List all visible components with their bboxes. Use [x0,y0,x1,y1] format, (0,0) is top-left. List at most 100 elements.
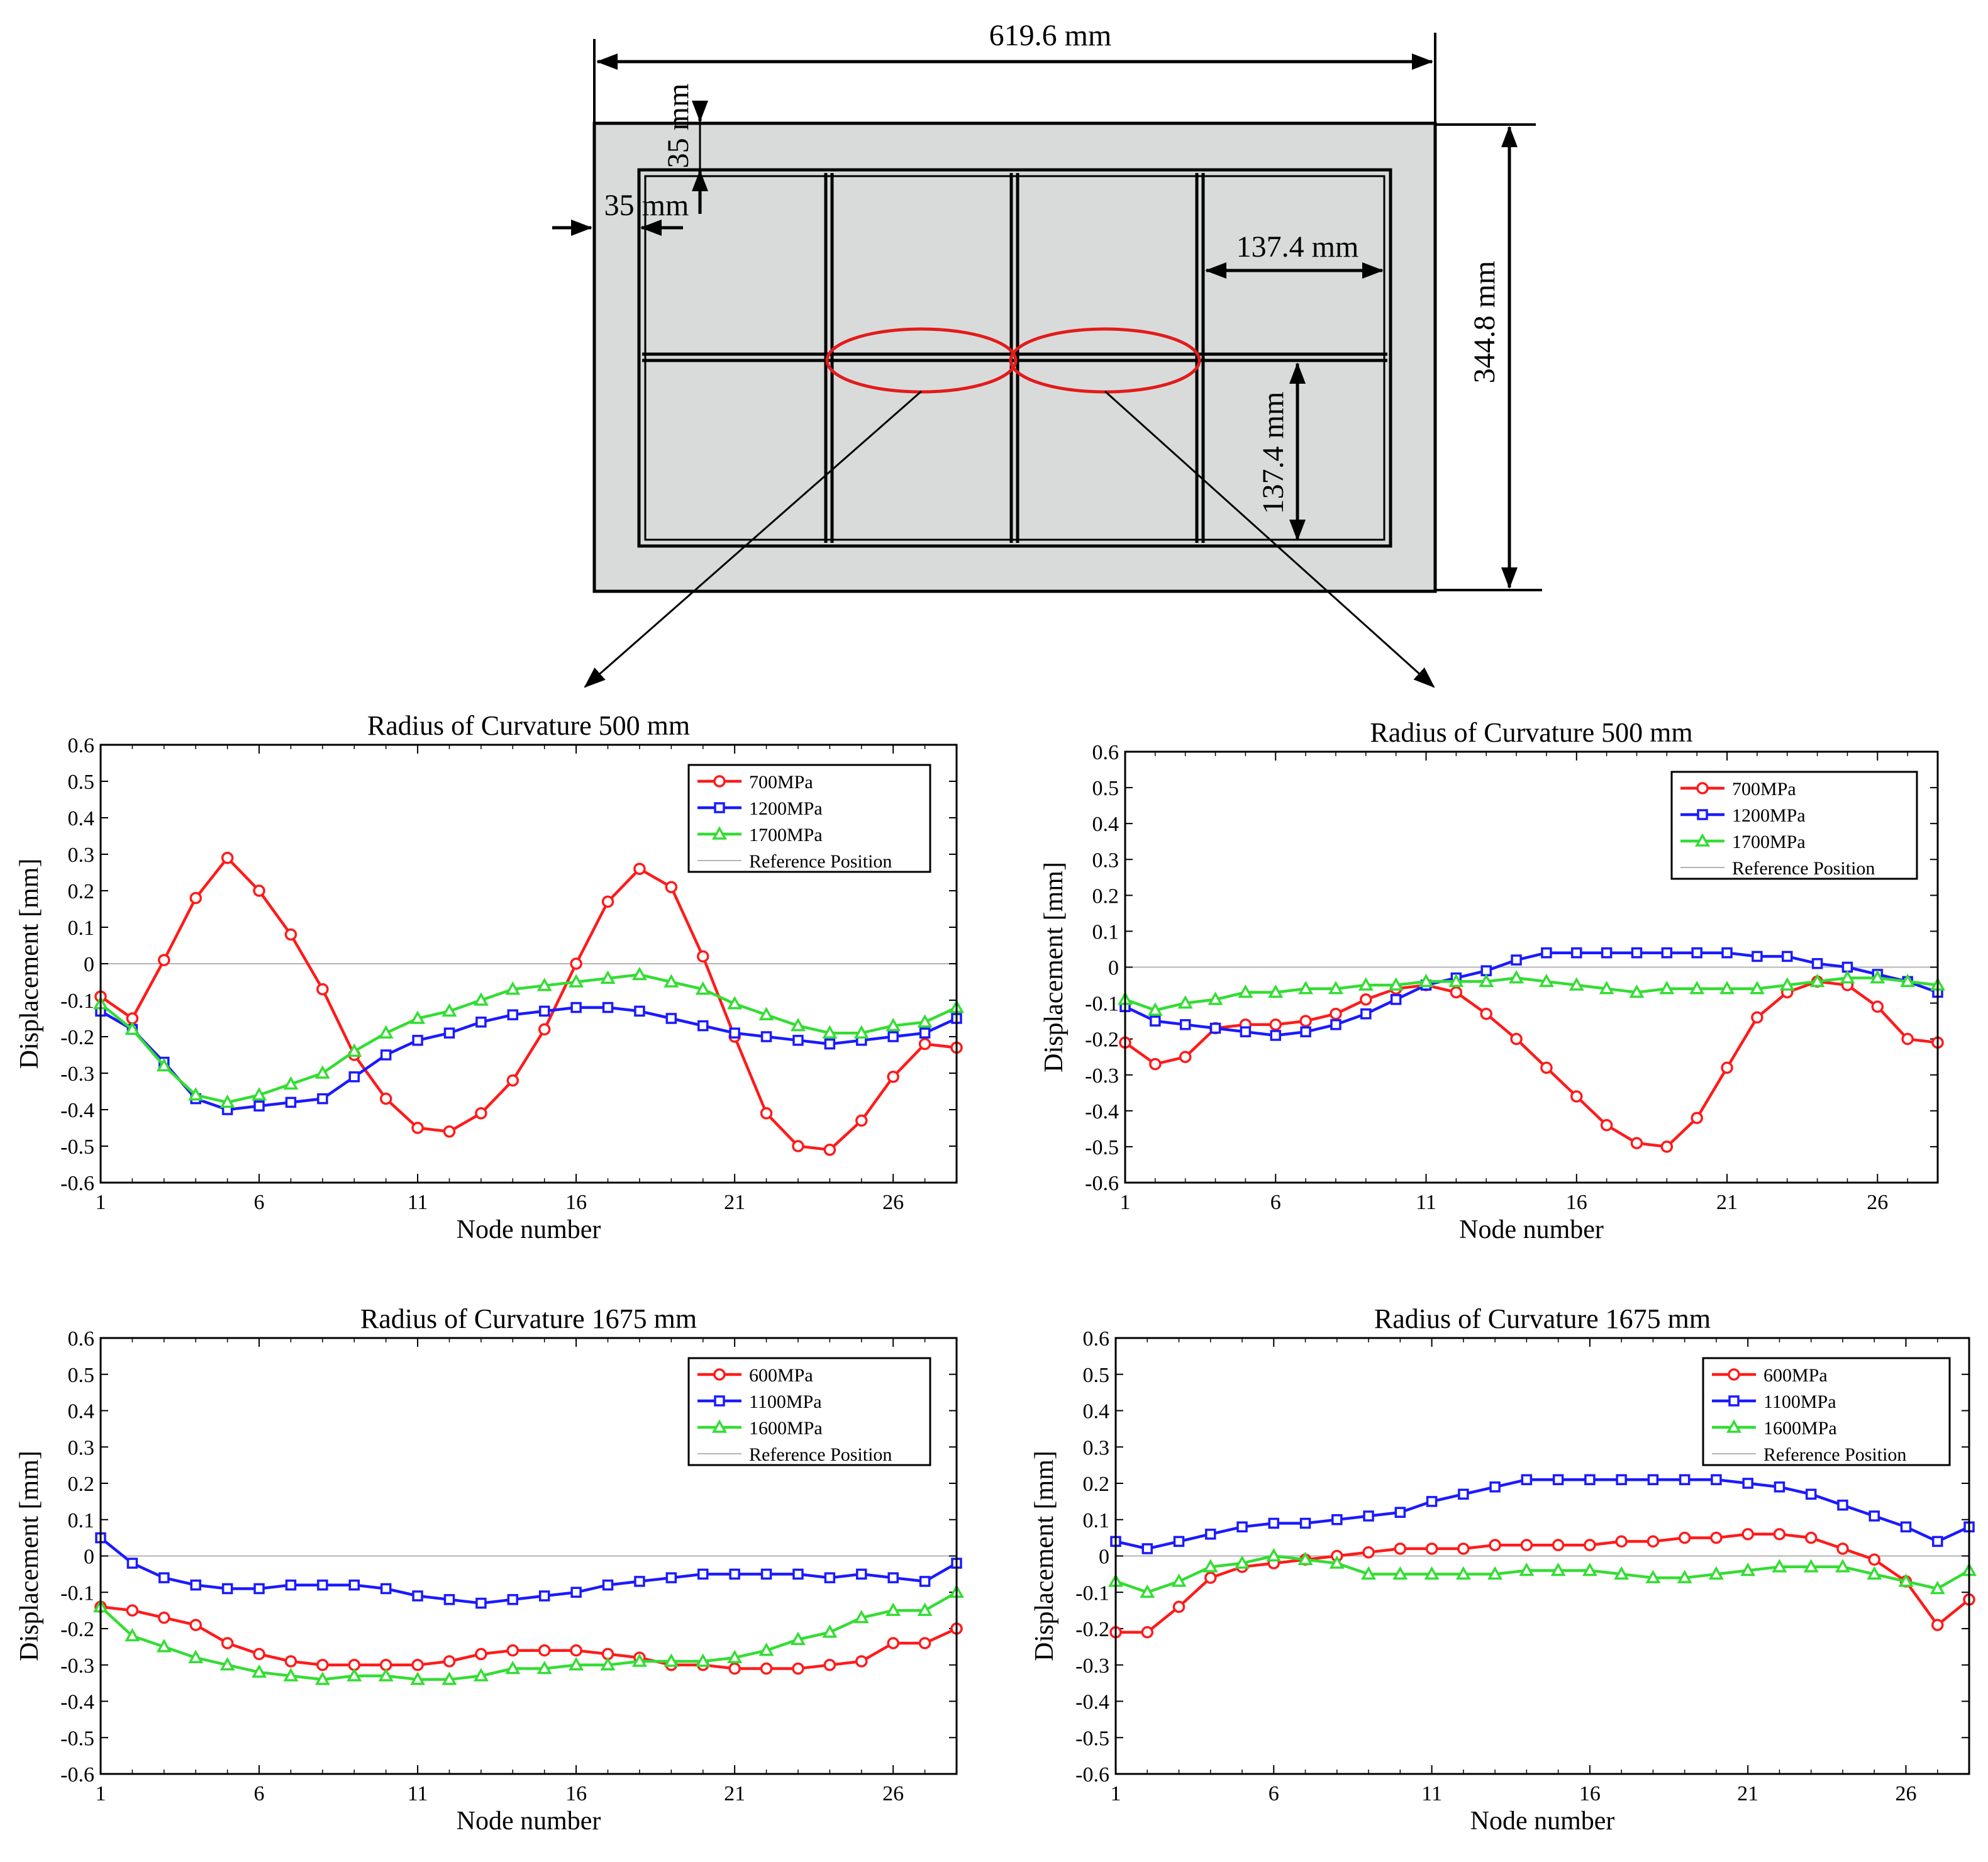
legend-marker [1728,1395,1740,1407]
data-point-1100MPa [1774,1481,1785,1493]
panel-bottom-left: 0.6 0.5 0.4 0.3 0.2 0.1 0 -0.1 -0.2 -0.3 -0.4 -0.5 -… [15,1303,964,1836]
data-point-600MPa [887,1637,899,1649]
y-tick-label: 0 [1108,957,1119,980]
legend-marker [1697,809,1708,820]
data-point-1700MPa [1809,973,1825,988]
data-point-1200MPa [1150,1015,1161,1027]
data-point-1100MPa [1363,1510,1374,1522]
data-point-1600MPa [1235,1555,1250,1569]
data-point-1200MPa [665,1013,677,1024]
x-axis-label: Node number [1459,1215,1604,1244]
data-point-600MPa [1552,1539,1565,1551]
legend-label: 700MPa [1732,779,1796,800]
y-tick-label: -0.5 [60,1135,94,1159]
data-point-700MPa [1149,1057,1162,1071]
y-tick-label: -0.6 [1075,1763,1109,1787]
data-point-1100MPa [1489,1481,1501,1493]
y-tick-label: 0.1 [68,1509,95,1532]
data-point-1700MPa [631,966,647,981]
data-point-1200MPa [887,1031,899,1042]
data-point-700MPa [411,1122,424,1134]
data-point-1700MPa [156,1057,172,1072]
data-point-1100MPa [1679,1474,1691,1485]
data-point-1200MPa [1209,1022,1221,1034]
data-point-700MPa [1600,1118,1613,1132]
panel-top-right: 0.6 0.5 0.4 0.3 0.2 0.1 0 -0.1 -0.2 -0.3 -0.4 -0.5 -… [1040,717,1945,1244]
x-tick-label: 11 [408,1191,428,1214]
y-tick-label: 0.4 [1092,813,1119,836]
plate-schematic: 619.6 mm 344.8 mm 35 mm 35 mm 137.4 mm 1… [552,19,1542,688]
data-point-1700MPa [1208,991,1223,1005]
data-point-1600MPa [664,1653,679,1667]
legend-marker [713,1368,726,1381]
data-point-600MPa [760,1662,773,1675]
data-point-1700MPa [125,1021,140,1035]
y-tick-label: 0.5 [68,771,95,794]
x-tick-label: 21 [724,1191,745,1214]
data-point-600MPa [1615,1535,1628,1548]
data-point-1100MPa [158,1572,170,1583]
data-point-700MPa [253,884,265,897]
data-point-1100MPa [1205,1529,1216,1540]
chart-title: Radius of Curvature 500 mm [1370,717,1692,748]
data-point-700MPa [1540,1061,1553,1074]
data-point-1600MPa [631,1653,647,1667]
top-margin-label: 35 mm [662,84,695,169]
data-point-1200MPa [253,1100,265,1112]
data-point-1600MPa [1803,1559,1819,1573]
data-point-1100MPa [380,1583,392,1595]
data-point-1100MPa [919,1576,931,1587]
data-point-1100MPa [538,1590,550,1602]
data-point-1700MPa [727,996,743,1010]
data-point-600MPa [1646,1535,1660,1548]
data-point-1100MPa [570,1586,582,1598]
data-point-1200MPa [602,1001,614,1013]
data-point-600MPa [1394,1542,1407,1555]
data-point-700MPa [1901,1032,1914,1045]
data-point-700MPa [284,928,297,941]
data-point-600MPa [1868,1553,1880,1566]
data-point-1100MPa [1900,1521,1912,1533]
x-tick-label: 26 [882,1191,904,1214]
x-tick-label: 1 [96,1191,106,1214]
data-point-1600MPa [1550,1563,1566,1576]
data-point-1600MPa [1392,1566,1408,1580]
legend-label: 1700MPa [1732,832,1806,852]
data-point-1600MPa [441,1671,457,1685]
data-point-1700MPa [664,974,679,988]
legend-marker [1696,782,1709,794]
data-point-600MPa [411,1659,424,1671]
y-tick-label: 0.6 [68,734,95,757]
data-point-1700MPa [695,981,711,995]
data-point-1100MPa [634,1576,645,1587]
data-point-700MPa [1751,1011,1763,1024]
x-tick-label: 11 [408,1782,428,1805]
y-tick-label: -0.6 [60,1172,94,1195]
y-tick-label: 0.4 [68,1400,95,1424]
data-point-1600MPa [1455,1566,1471,1580]
plot-frame [1124,750,1939,1184]
data-point-1200MPa [1240,1026,1252,1037]
data-point-1700MPa [1719,981,1735,995]
data-point-1100MPa [887,1572,899,1583]
data-point-1600MPa [1361,1566,1377,1580]
legend-marker [714,1395,725,1407]
data-point-1700MPa [1840,970,1855,984]
y-tick-label: -0.2 [1085,1029,1119,1052]
data-point-1200MPa [348,1071,360,1083]
y-tick-label: 0.3 [1092,849,1119,872]
data-point-700MPa [633,862,646,875]
data-point-1200MPa [729,1027,740,1039]
leader-arrow-left [584,390,922,688]
y-tick-label: -0.3 [60,1654,94,1678]
data-point-600MPa [1141,1626,1154,1639]
x-tick-label: 6 [254,1191,265,1214]
x-tick-label: 26 [1895,1782,1916,1805]
data-point-1700MPa [188,1087,204,1101]
y-tick-label: 0.2 [68,1473,95,1496]
data-point-1700MPa [252,1087,267,1101]
data-point-1200MPa [1752,951,1763,962]
data-point-1200MPa [1330,1019,1341,1030]
data-point-1600MPa [569,1657,584,1671]
data-point-1100MPa [665,1572,677,1583]
